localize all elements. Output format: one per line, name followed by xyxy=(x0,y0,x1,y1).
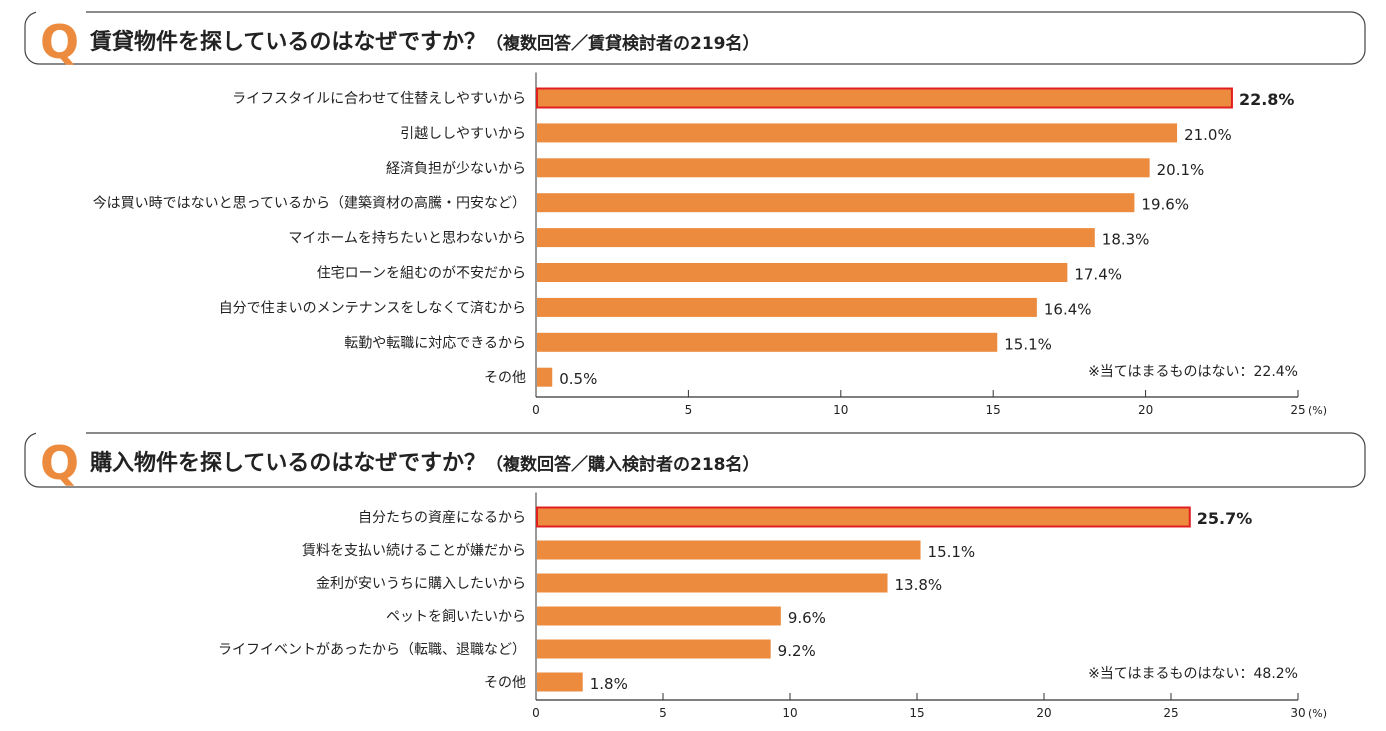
value-label: 21.0% xyxy=(1184,126,1232,144)
bar xyxy=(537,639,771,659)
question-subtitle: （複数回答／賃貸検討者の219名） xyxy=(486,33,760,54)
axis-unit: (%) xyxy=(1308,404,1327,417)
category-label: 賃料を支払い続けることが嫌だから xyxy=(302,542,526,559)
category-label: その他 xyxy=(484,370,526,386)
bar xyxy=(537,573,888,593)
category-label: マイホームを持ちたいと思わないから xyxy=(288,231,526,247)
value-label: 19.6% xyxy=(1141,196,1189,214)
axis-unit: (%) xyxy=(1308,707,1327,720)
value-label: 15.1% xyxy=(928,543,976,561)
x-tick-label: 20 xyxy=(1138,403,1153,417)
x-tick-label: 10 xyxy=(782,706,797,720)
bar xyxy=(536,506,1191,528)
value-label: 20.1% xyxy=(1157,161,1205,179)
value-label: 9.2% xyxy=(778,642,816,660)
bar xyxy=(537,263,1068,282)
category-label: 転勤や転職に対応できるから xyxy=(344,335,526,351)
category-label: 金利が安いうちに購入したいから xyxy=(316,576,526,592)
value-label: 25.7% xyxy=(1197,509,1253,528)
x-tick-label: 20 xyxy=(1036,706,1051,720)
value-label: 22.8% xyxy=(1239,90,1295,109)
category-label: 経済負担が少ないから xyxy=(386,161,526,177)
note: ※当てはまるものはない：22.4% xyxy=(1088,364,1298,380)
chart-2: Q 購入物件を探しているのはなぜですか？（複数回答／購入検討者の218名） 自分たち… xyxy=(24,427,1366,720)
category-label: 住宅ローンを組むのが不安だから xyxy=(317,266,526,282)
bar xyxy=(537,297,1037,317)
q-mark: Q xyxy=(40,15,79,69)
question-subtitle: （複数回答／購入検討者の218名） xyxy=(486,454,760,475)
question-title-main: 購入物件を探しているのはなぜですか？ xyxy=(90,450,486,476)
q-mark-backdrop xyxy=(36,427,86,441)
bar xyxy=(537,672,583,692)
category-label: ペットを飼いたいから xyxy=(386,609,526,625)
x-tick-label: 0 xyxy=(532,706,540,720)
category-label: 自分たちの資産になるから xyxy=(358,510,526,526)
q-mark: Q xyxy=(40,436,79,490)
category-label: 今は買い時ではないと思っているから（建築資材の高騰・円安など） xyxy=(93,195,526,212)
x-tick-label: 25 xyxy=(1163,706,1178,720)
bar xyxy=(537,367,553,387)
x-tick-label: 5 xyxy=(685,403,693,417)
chart-1: Q 賃貸物件を探しているのはなぜですか？（複数回答／賃貸検討者の219名） ライフス… xyxy=(24,6,1366,417)
question-box xyxy=(24,432,1366,488)
value-label: 13.8% xyxy=(895,576,943,594)
value-label: 18.3% xyxy=(1102,231,1150,249)
x-tick-label: 10 xyxy=(833,403,848,417)
category-label: 自分で住まいのメンテナンスをしなくて済むから xyxy=(219,300,526,316)
category-label: その他 xyxy=(484,675,526,691)
value-label: 9.6% xyxy=(788,609,826,627)
bar xyxy=(536,87,1233,109)
x-tick-label: 15 xyxy=(986,403,1001,417)
question-title: 賃貸物件を探しているのはなぜですか？（複数回答／賃貸検討者の219名） xyxy=(89,29,760,55)
category-label: ライフスタイルに合わせて住替えしやすいから xyxy=(232,91,526,107)
category-label: 引越ししやすいから xyxy=(400,126,526,142)
bar xyxy=(537,606,781,626)
bar xyxy=(537,540,921,560)
x-tick-label: 0 xyxy=(532,403,540,417)
x-tick-label: 30 xyxy=(1290,706,1305,720)
bar xyxy=(537,228,1095,248)
note: ※当てはまるものはない：48.2% xyxy=(1088,666,1298,682)
x-tick-label: 15 xyxy=(909,706,924,720)
bar xyxy=(537,158,1150,178)
value-label: 17.4% xyxy=(1074,266,1122,284)
question-title-main: 賃貸物件を探しているのはなぜですか？ xyxy=(89,29,486,55)
value-label: 0.5% xyxy=(559,370,597,388)
value-label: 1.8% xyxy=(590,675,628,693)
category-label: ライフイベントがあったから（転職、退職など） xyxy=(218,642,526,658)
q-mark-backdrop xyxy=(36,6,86,20)
question-title: 購入物件を探しているのはなぜですか？（複数回答／購入検討者の218名） xyxy=(90,450,760,476)
bar xyxy=(537,193,1135,213)
bar xyxy=(537,332,998,352)
x-tick-label: 25 xyxy=(1290,403,1305,417)
x-tick-label: 5 xyxy=(659,706,667,720)
bar xyxy=(537,123,1178,143)
value-label: 16.4% xyxy=(1044,300,1092,318)
value-label: 15.1% xyxy=(1004,335,1052,353)
question-box xyxy=(24,11,1366,65)
